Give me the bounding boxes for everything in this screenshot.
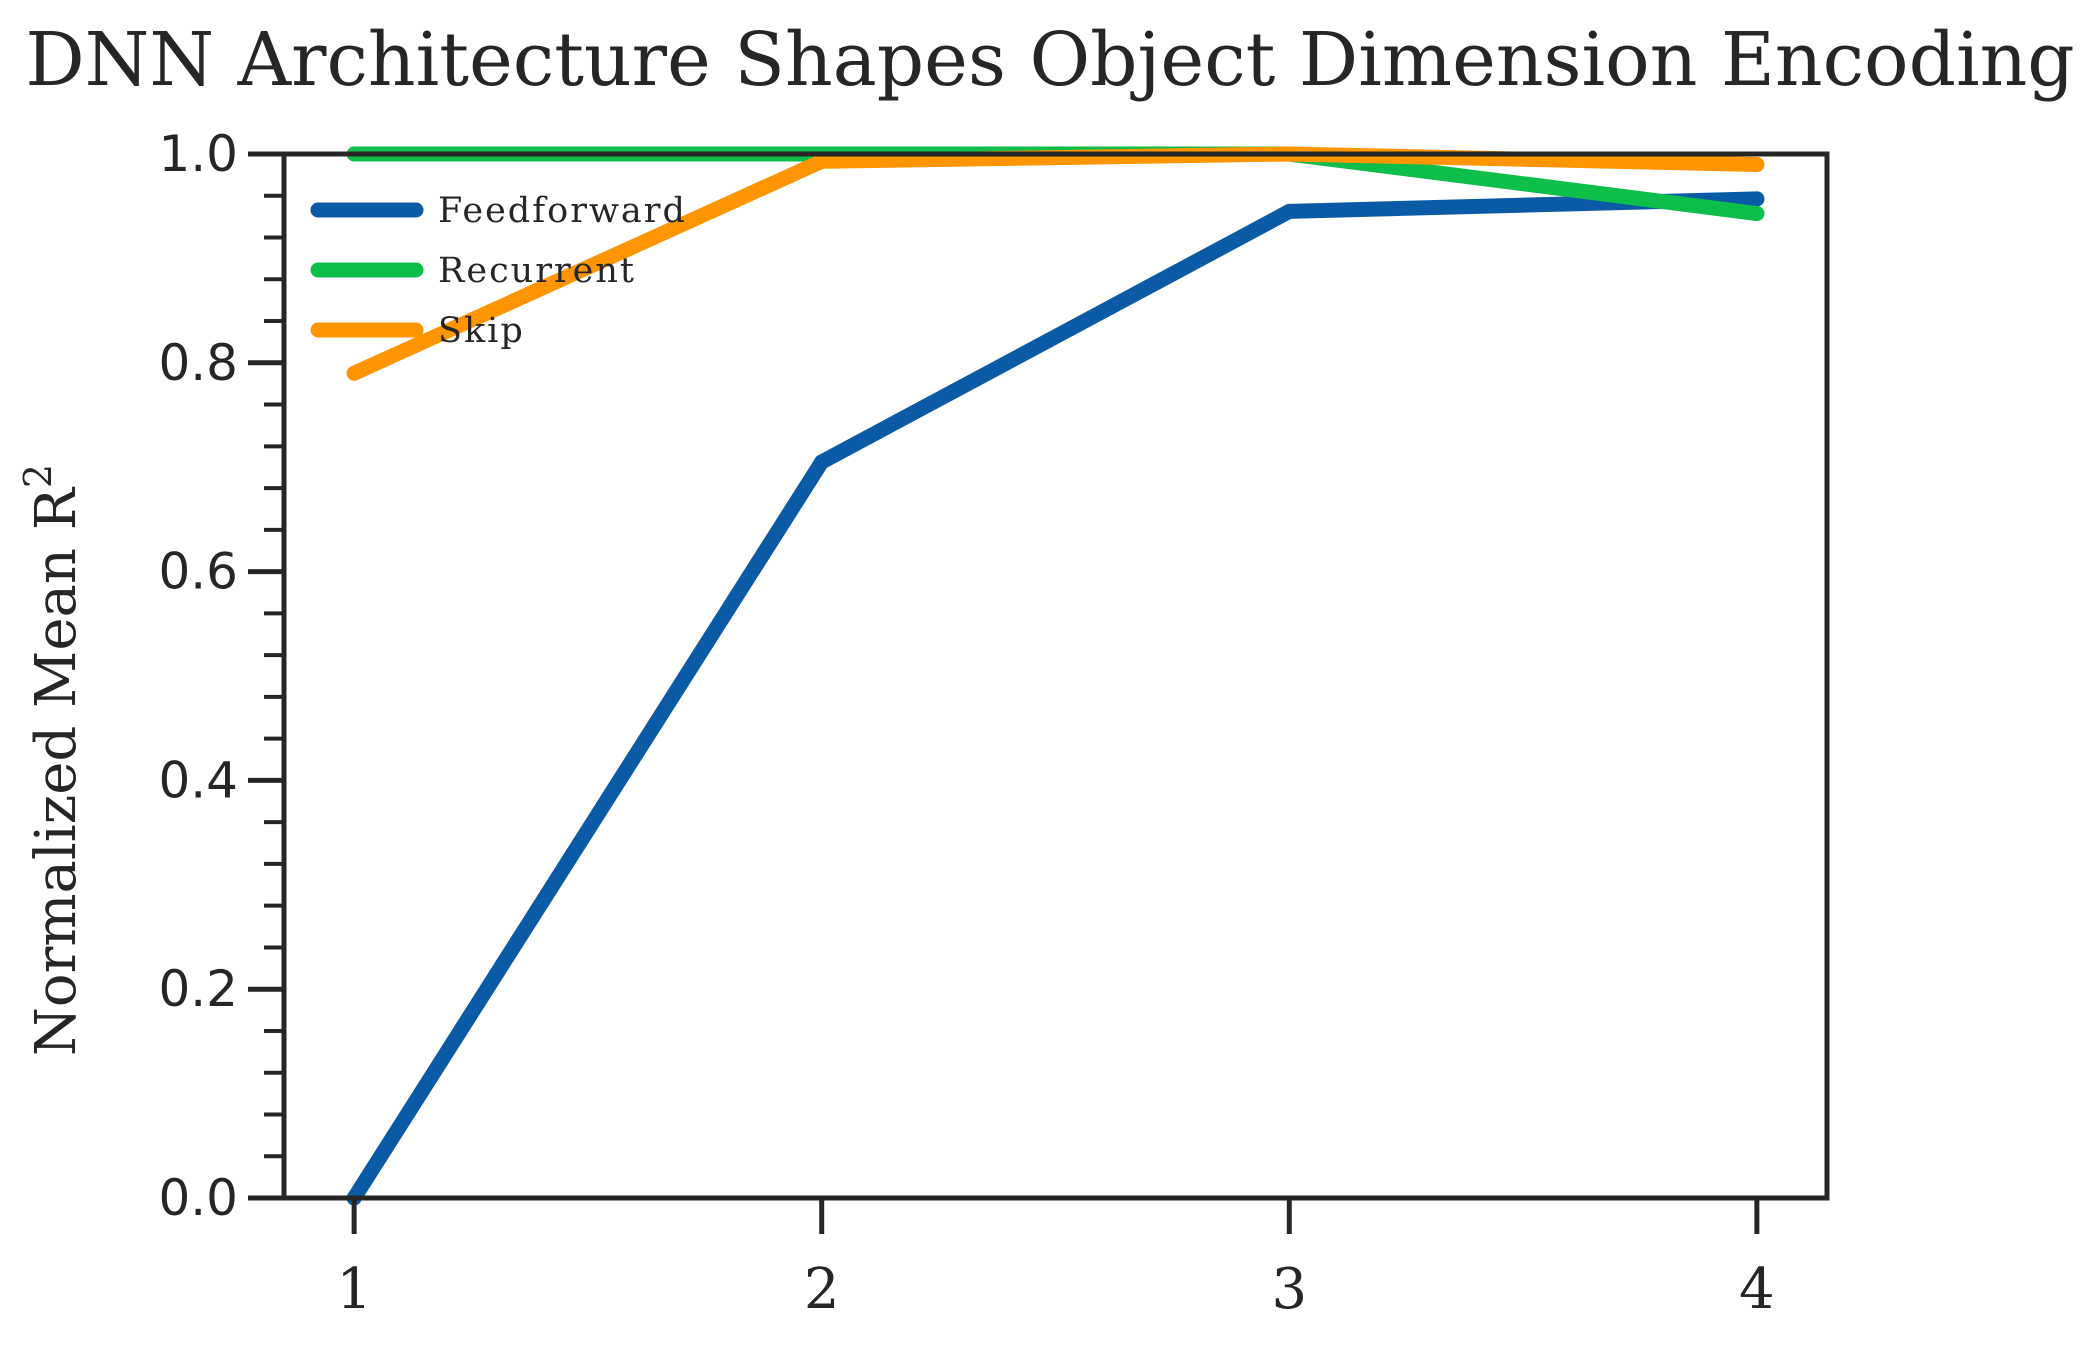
series-line-feedforward	[346, 191, 1765, 1206]
y-axis-label-text: Normalized Mean R	[24, 486, 89, 1056]
ticks-layer: 0.0 0.2 0.4 0.6 0.8 1.0 1 2 3 4	[158, 125, 1774, 1322]
data-point-recurrent-4	[1749, 206, 1765, 222]
y-tick-label: 0.6	[158, 543, 238, 601]
legend-label-recurrent: Recurrent	[438, 251, 636, 291]
y-tick-label: 0.2	[158, 960, 238, 1018]
x-tick-label: 3	[1271, 1257, 1307, 1322]
plot-frame	[281, 151, 1830, 1201]
x-tick-label: 1	[336, 1257, 372, 1322]
legend: Feedforward Recurrent Skip	[310, 191, 687, 351]
data-point-skip-4	[1749, 156, 1765, 172]
y-tick-label: 0.4	[158, 751, 238, 809]
y-tick-label: 0.0	[158, 1169, 238, 1227]
series-layer	[346, 146, 1765, 1206]
legend-label-skip: Skip	[438, 311, 525, 351]
y-axis-label: Normalized Mean R2	[16, 464, 89, 1056]
y-tick-label: 1.0	[158, 125, 238, 183]
data-point-skip-1	[346, 365, 362, 381]
chart-title: DNN Architecture Shapes Object Dimension…	[25, 17, 2074, 103]
series-line-skip	[346, 146, 1765, 381]
data-point-feedforward-3	[1281, 203, 1297, 219]
data-point-feedforward-4	[1749, 191, 1765, 207]
x-tick-label: 2	[804, 1257, 840, 1322]
legend-label-feedforward: Feedforward	[438, 191, 687, 231]
y-tick-label: 0.8	[158, 334, 238, 392]
y-axis-label-superscript: 2	[16, 464, 60, 488]
data-point-skip-2	[814, 153, 830, 169]
data-point-feedforward-2	[814, 454, 830, 470]
x-tick-label: 4	[1739, 1257, 1775, 1322]
y-axis-label-group: Normalized Mean R2	[16, 464, 89, 1056]
